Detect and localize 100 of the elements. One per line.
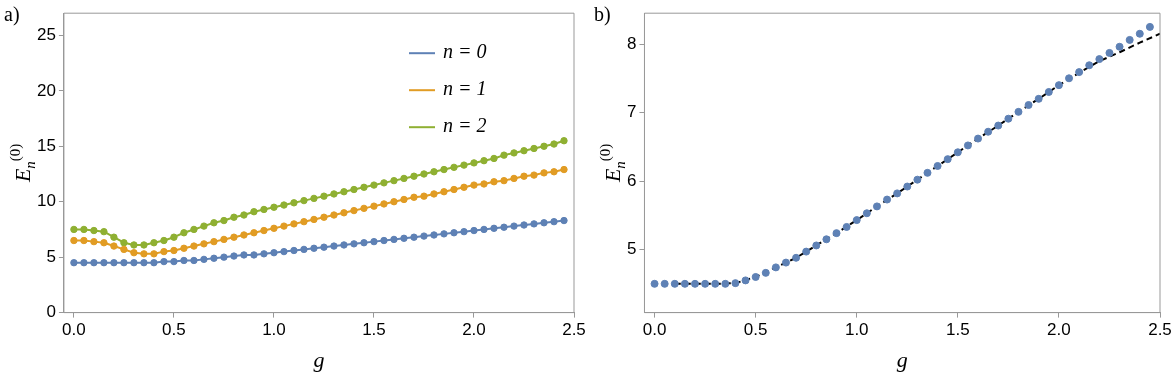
point bbox=[893, 189, 902, 198]
point bbox=[310, 194, 318, 203]
point bbox=[410, 193, 418, 201]
point bbox=[340, 209, 348, 217]
point bbox=[140, 241, 148, 249]
point bbox=[480, 180, 488, 188]
point bbox=[210, 254, 218, 262]
point bbox=[460, 227, 468, 236]
point bbox=[220, 253, 228, 261]
point bbox=[330, 211, 338, 219]
point bbox=[240, 251, 248, 259]
point bbox=[410, 233, 418, 241]
x-tick-label: 2.0 bbox=[1047, 320, 1071, 340]
point bbox=[330, 242, 338, 250]
point bbox=[741, 276, 750, 285]
point bbox=[80, 259, 88, 267]
point bbox=[1034, 94, 1043, 103]
point bbox=[440, 188, 448, 196]
point bbox=[260, 250, 268, 258]
point bbox=[872, 202, 881, 211]
point bbox=[150, 239, 158, 247]
point bbox=[310, 244, 318, 252]
y-tick-label: 5 bbox=[46, 246, 56, 266]
point bbox=[440, 165, 448, 174]
point bbox=[550, 168, 558, 176]
point bbox=[350, 185, 358, 194]
point bbox=[400, 234, 408, 242]
point bbox=[420, 232, 428, 240]
point bbox=[1044, 87, 1053, 96]
point bbox=[380, 200, 388, 208]
point bbox=[360, 239, 368, 247]
point bbox=[170, 257, 178, 266]
point bbox=[1095, 55, 1104, 64]
point bbox=[100, 259, 108, 267]
point bbox=[943, 155, 952, 164]
point bbox=[390, 235, 398, 244]
point bbox=[510, 222, 518, 230]
y-axis-title: En(0) bbox=[7, 143, 38, 184]
point bbox=[450, 185, 458, 194]
point bbox=[90, 259, 98, 267]
point bbox=[832, 229, 841, 238]
point bbox=[500, 176, 508, 185]
x-tick-label: 1.0 bbox=[844, 320, 869, 340]
point bbox=[680, 279, 689, 288]
point bbox=[1105, 48, 1114, 57]
y-tick-label: 10 bbox=[36, 191, 56, 211]
point bbox=[1054, 81, 1063, 90]
x-tick-label: 1.0 bbox=[262, 320, 286, 340]
point bbox=[210, 219, 218, 227]
point bbox=[460, 183, 468, 191]
x-tick-label: 0.5 bbox=[162, 320, 186, 340]
chart-title: a) bbox=[4, 3, 20, 27]
point bbox=[430, 168, 438, 176]
point bbox=[490, 224, 498, 233]
point bbox=[100, 239, 108, 247]
point bbox=[540, 169, 548, 177]
point bbox=[390, 176, 398, 185]
point bbox=[320, 243, 328, 251]
point bbox=[230, 252, 238, 260]
point bbox=[250, 229, 258, 237]
point bbox=[994, 121, 1003, 130]
point bbox=[540, 142, 548, 150]
point bbox=[560, 216, 568, 225]
x-axis-title: g bbox=[313, 346, 325, 372]
point bbox=[270, 203, 278, 211]
point bbox=[430, 231, 438, 239]
point bbox=[670, 279, 679, 288]
x-tick-label: 0.0 bbox=[62, 320, 86, 340]
point bbox=[781, 258, 790, 267]
point bbox=[370, 181, 378, 189]
point bbox=[1014, 107, 1023, 116]
point bbox=[691, 279, 699, 288]
point bbox=[340, 188, 348, 196]
point bbox=[440, 230, 448, 238]
point bbox=[130, 249, 138, 257]
point bbox=[761, 268, 770, 277]
point bbox=[170, 246, 178, 255]
point bbox=[110, 259, 118, 267]
point bbox=[340, 241, 348, 249]
legend-label: n = 2 bbox=[443, 114, 487, 137]
point bbox=[180, 244, 188, 252]
point bbox=[270, 249, 278, 257]
point bbox=[1085, 61, 1094, 70]
point bbox=[470, 181, 478, 189]
point bbox=[250, 251, 258, 259]
point bbox=[120, 245, 128, 254]
point bbox=[470, 159, 478, 167]
point bbox=[400, 174, 408, 183]
point bbox=[260, 205, 268, 214]
point bbox=[984, 127, 993, 136]
point bbox=[751, 272, 760, 281]
x-tick-label: 1.5 bbox=[946, 320, 970, 340]
y-tick-label: 25 bbox=[36, 25, 56, 45]
point bbox=[731, 279, 740, 288]
legend-label: n = 0 bbox=[443, 40, 487, 63]
point bbox=[370, 237, 378, 246]
point bbox=[180, 229, 188, 237]
point bbox=[290, 199, 298, 207]
point bbox=[842, 222, 851, 231]
point bbox=[520, 221, 528, 229]
